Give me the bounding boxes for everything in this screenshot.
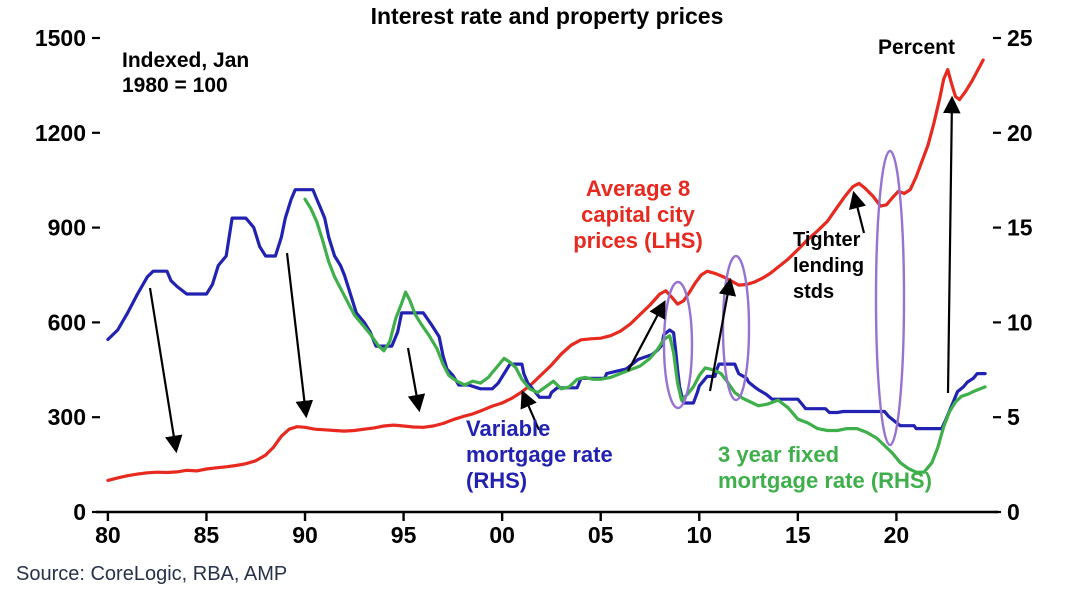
- annotation-arrow: [520, 389, 541, 431]
- variable-label-line3: (RHS): [466, 468, 527, 493]
- x-axis-tick-label: 85: [194, 522, 220, 548]
- prices-series-label: Average 8 capital city prices (LHS): [573, 176, 703, 253]
- right-axis-tick-label: 25: [1007, 25, 1033, 51]
- annotation-arrow: [148, 287, 183, 454]
- highlight-ellipse: [874, 149, 906, 447]
- tighter-label-line1: Tighter: [793, 229, 861, 251]
- percent-axis-label: Percent: [878, 36, 955, 59]
- highlight-ellipse: [721, 254, 751, 402]
- prices-label-line3: prices (LHS): [573, 228, 703, 253]
- series-line-prices: [106, 58, 985, 482]
- right-axis-tick-label: 10: [1007, 309, 1033, 335]
- left-axis-tick-label: 600: [48, 309, 86, 335]
- prices-label-line2: capital city: [581, 202, 695, 227]
- tighter-lending-note: Tighter lending stds: [793, 229, 864, 303]
- x-axis-tick-label: 80: [95, 522, 121, 548]
- annotation-arrow: [708, 277, 737, 392]
- variable-label-line1: Variable: [466, 416, 550, 441]
- index-note-line1: Indexed, Jan: [122, 49, 249, 72]
- variable-rate-series-label: Variable mortgage rate (RHS): [466, 416, 613, 493]
- right-axis-tick-label: 5: [1007, 404, 1020, 430]
- left-axis-tick-label: 1500: [35, 25, 86, 51]
- x-axis-tick-label: 20: [884, 522, 910, 548]
- left-axis-tick-label: 1200: [35, 120, 86, 146]
- variable-label-line2: mortgage rate: [466, 442, 613, 467]
- x-axis-tick-label: 10: [686, 522, 712, 548]
- chart-title: Interest rate and property prices: [371, 3, 724, 29]
- fixed-label-line1: 3 year fixed: [718, 442, 839, 467]
- annotation-arrow: [943, 95, 961, 394]
- index-note: Indexed, Jan 1980 = 100: [122, 49, 249, 97]
- source-text: Source: CoreLogic, RBA, AMP: [16, 563, 287, 585]
- fixed-rate-series-label: 3 year fixed mortgage rate (RHS): [718, 442, 932, 493]
- annotation-arrow: [285, 252, 314, 419]
- right-axis-tick-label: 0: [1007, 499, 1020, 525]
- fixed-label-line2: mortgage rate (RHS): [718, 468, 932, 493]
- left-axis-tick-label: 900: [48, 215, 86, 241]
- annotation-arrow: [406, 347, 426, 413]
- left-axis-tick-label: 0: [73, 499, 86, 525]
- series-lines: [106, 58, 987, 482]
- right-axis-tick-label: 20: [1007, 120, 1033, 146]
- annotation-arrow: [627, 300, 666, 372]
- index-note-line2: 1980 = 100: [122, 74, 228, 97]
- x-axis-tick-label: 05: [588, 522, 614, 548]
- tighter-label-line3: stds: [793, 281, 834, 303]
- x-axis-tick-label: 95: [391, 522, 417, 548]
- annotation-shapes: [148, 95, 961, 454]
- annotation-arrow: [849, 190, 867, 234]
- tighter-label-line2: lending: [793, 255, 864, 277]
- x-axis-tick-label: 00: [489, 522, 515, 548]
- series-line-variable: [106, 188, 987, 431]
- right-axis-tick-label: 15: [1007, 215, 1033, 241]
- x-axis-tick-label: 90: [292, 522, 318, 548]
- highlight-ellipse: [662, 280, 694, 410]
- series-line-fixed: [303, 197, 987, 474]
- prices-label-line1: Average 8: [586, 176, 690, 201]
- left-axis-tick-label: 300: [48, 404, 86, 430]
- x-axis-tick-label: 15: [785, 522, 811, 548]
